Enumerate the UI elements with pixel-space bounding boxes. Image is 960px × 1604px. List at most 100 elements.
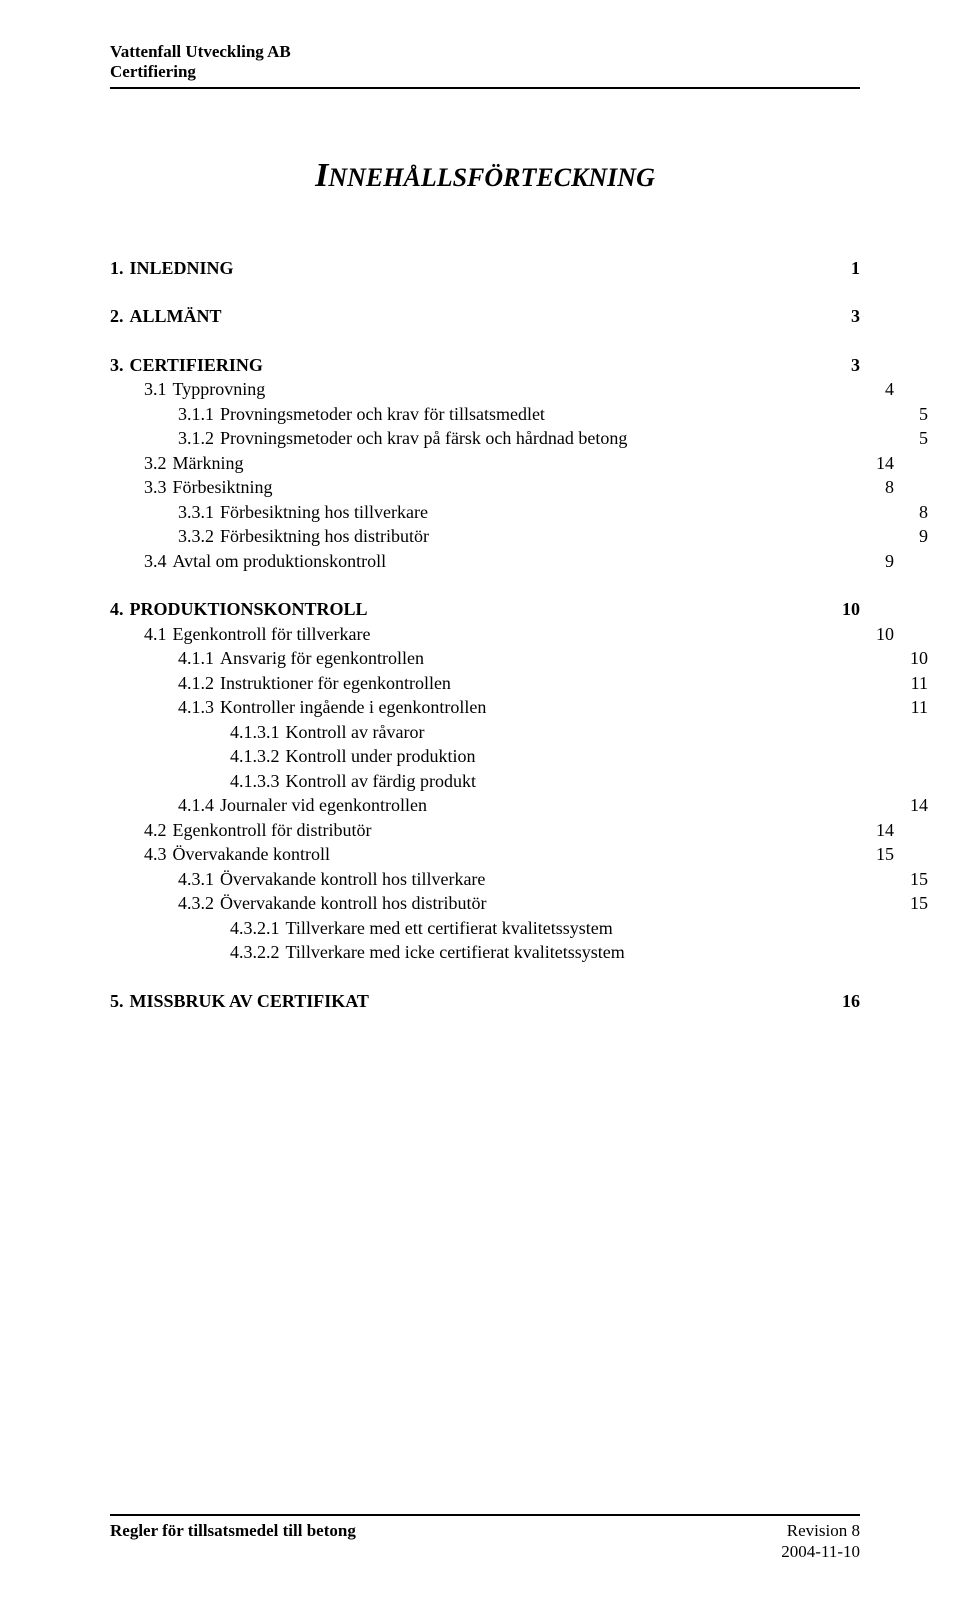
toc-entry-label: Avtal om produktionskontroll (173, 550, 387, 573)
toc-entry-page: 11 (898, 696, 928, 719)
toc-entry-page: 11 (950, 745, 960, 768)
title-rest: NNEHÅLLSFÖRTECKNING (328, 163, 655, 192)
toc-entry: 3.3.1Förbesiktning hos tillverkare8 (110, 501, 928, 524)
toc-entry-number: 4.1.4 (178, 794, 220, 817)
toc-entry-page: 10 (898, 647, 928, 670)
toc-entry-page: 15 (898, 892, 928, 915)
toc-entry-number: 3.4 (144, 550, 173, 573)
toc-entry: 4.3.2Övervakande kontroll hos distributö… (110, 892, 928, 915)
toc-entry: 4.3.2.1Tillverkare med ett certifierat k… (110, 917, 960, 940)
toc-entry-number: 3.3.1 (178, 501, 220, 524)
toc-entry-page: 5 (898, 427, 928, 450)
toc-entry: 4.1.3Kontroller ingående i egenkontrolle… (110, 696, 928, 719)
toc-entry: 4.PRODUKTIONSKONTROLL 10 (110, 598, 860, 621)
toc-entry-label: ALLMÄNT (130, 305, 222, 328)
toc-entry-number: 4.1.1 (178, 647, 220, 670)
toc-entry: 5.MISSBRUK AV CERTIFIKAT16 (110, 990, 860, 1013)
toc-entry-page: 10 (830, 598, 860, 621)
toc-entry-page: 15 (898, 868, 928, 891)
toc-entry-page: 15 (950, 941, 960, 964)
toc-entry-label: Kontroller ingående i egenkontrollen (220, 696, 486, 719)
page-footer: Regler för tillsatsmedel till betong Rev… (110, 1514, 860, 1563)
toc-entry-label: Kontroll av färdig produkt (286, 770, 476, 793)
toc-entry-page: 9 (864, 550, 894, 573)
toc-entry: 3.1.2Provningsmetoder och krav på färsk … (110, 427, 928, 450)
toc-entry: 3.1.1Provningsmetoder och krav för tills… (110, 403, 928, 426)
toc-entry-page: 3 (830, 354, 860, 377)
title-first-letter: I (315, 157, 328, 194)
toc-entry-label: CERTIFIERING (130, 354, 263, 377)
toc-entry: 4.1.3.2Kontroll under produktion 11 (110, 745, 960, 768)
toc-entry-label: PRODUKTIONSKONTROLL (130, 598, 368, 621)
toc-entry-label: Förbesiktning hos distributör (220, 525, 429, 548)
toc-entry-label: Tillverkare med ett certifierat kvalitet… (286, 917, 613, 940)
toc-entry: 4.1.3.3Kontroll av färdig produkt 12 (110, 770, 960, 793)
toc-entry: 3.1Typprovning 4 (110, 378, 894, 401)
toc-spacer (110, 281, 860, 303)
toc-entry-label: Märkning (173, 452, 244, 475)
toc-entry-page: 14 (864, 452, 894, 475)
toc-entry-number: 4.1.3.3 (230, 770, 286, 793)
toc-entry: 4.1.1Ansvarig för egenkontrollen10 (110, 647, 928, 670)
toc-entry-label: Förbesiktning (173, 476, 273, 499)
toc-entry: 2.ALLMÄNT3 (110, 305, 860, 328)
header-line-1: Vattenfall Utveckling AB (110, 42, 860, 62)
toc-entry-label: Övervakande kontroll hos distributör (220, 892, 486, 915)
toc-entry-number: 3.3.2 (178, 525, 220, 548)
toc-entry-page: 10 (864, 623, 894, 646)
toc-entry: 4.1.4Journaler vid egenkontrollen 14 (110, 794, 928, 817)
toc-entry-number: 2. (110, 305, 130, 328)
toc-entry-number: 4.2 (144, 819, 173, 842)
table-of-contents: 1.INLEDNING12.ALLMÄNT33.CERTIFIERING33.1… (110, 255, 860, 1015)
toc-entry-page: 9 (898, 525, 928, 548)
toc-entry-number: 3.3 (144, 476, 173, 499)
toc-entry-label: Provningsmetoder och krav på färsk och h… (220, 427, 627, 450)
toc-entry: 1.INLEDNING1 (110, 257, 860, 280)
toc-entry-label: INLEDNING (130, 257, 234, 280)
toc-entry-number: 3.1 (144, 378, 173, 401)
toc-entry: 4.2Egenkontroll för distributör14 (110, 819, 894, 842)
toc-entry-label: Journaler vid egenkontrollen (220, 794, 427, 817)
footer-right: Revision 8 2004-11-10 (781, 1520, 860, 1563)
toc-entry-label: Kontroll av råvaror (286, 721, 425, 744)
page-title: INNEHÅLLSFÖRTECKNING (110, 157, 860, 195)
toc-entry-page: 12 (950, 770, 960, 793)
toc-entry-label: Kontroll under produktion (286, 745, 476, 768)
toc-entry-label: Tillverkare med icke certifierat kvalite… (286, 941, 625, 964)
toc-entry-page: 8 (898, 501, 928, 524)
toc-entry-page: 11 (898, 672, 928, 695)
toc-entry-number: 3.2 (144, 452, 173, 475)
toc-entry-number: 4.3 (144, 843, 173, 866)
toc-entry-number: 4. (110, 598, 130, 621)
toc-entry: 3.CERTIFIERING3 (110, 354, 860, 377)
header-line-2: Certifiering (110, 62, 860, 82)
toc-entry-page: 16 (830, 990, 860, 1013)
footer-date: 2004-11-10 (781, 1541, 860, 1562)
toc-entry-number: 3.1.2 (178, 427, 220, 450)
toc-entry: 4.1.2Instruktioner för egenkontrollen11 (110, 672, 928, 695)
toc-entry-label: Övervakande kontroll hos tillverkare (220, 868, 485, 891)
page: Vattenfall Utveckling AB Certifiering IN… (0, 0, 960, 1604)
toc-entry-number: 4.3.2 (178, 892, 220, 915)
toc-entry: 3.3Förbesiktning8 (110, 476, 894, 499)
footer-revision: Revision 8 (781, 1520, 860, 1541)
toc-entry: 3.2Märkning 14 (110, 452, 894, 475)
toc-entry: 4.3.1Övervakande kontroll hos tillverkar… (110, 868, 928, 891)
toc-entry-number: 4.1.3.2 (230, 745, 286, 768)
toc-entry-number: 4.1.3 (178, 696, 220, 719)
toc-entry-page: 1 (830, 257, 860, 280)
toc-entry-number: 5. (110, 990, 130, 1013)
toc-entry-page: 15 (950, 917, 960, 940)
toc-entry-label: Provningsmetoder och krav för tillsatsme… (220, 403, 545, 426)
toc-entry-page: 14 (864, 819, 894, 842)
toc-entry: 3.4Avtal om produktionskontroll 9 (110, 550, 894, 573)
toc-entry-page: 14 (898, 794, 928, 817)
toc-entry-number: 4.1.3.1 (230, 721, 286, 744)
toc-entry-page: 4 (864, 378, 894, 401)
toc-entry-label: Övervakande kontroll (173, 843, 330, 866)
toc-entry: 4.3.2.2Tillverkare med icke certifierat … (110, 941, 960, 964)
toc-entry-label: Egenkontroll för tillverkare (173, 623, 371, 646)
toc-entry-number: 4.3.2.1 (230, 917, 286, 940)
toc-entry-label: Typprovning (173, 378, 266, 401)
toc-entry-page: 11 (950, 721, 960, 744)
